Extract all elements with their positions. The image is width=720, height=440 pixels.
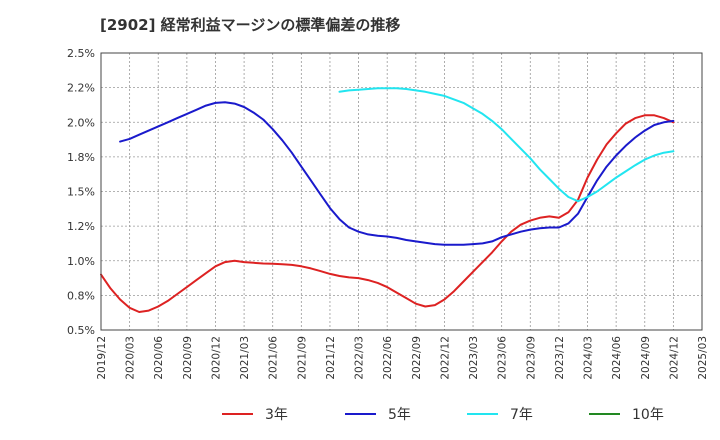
x-tick-label: 2024/03 xyxy=(583,336,595,380)
x-tick-label: 2025/03 xyxy=(697,336,709,380)
y-tick-label: 1.2% xyxy=(67,220,95,233)
y-tick-label: 1.8% xyxy=(67,151,95,164)
y-tick-label: 2.5% xyxy=(67,47,95,60)
x-tick-label: 2023/09 xyxy=(525,336,537,380)
chart-title: [2902] 経常利益マージンの標準偏差の推移 xyxy=(100,16,401,34)
x-tick-label: 2020/03 xyxy=(125,336,137,380)
x-tick-label: 2020/12 xyxy=(210,336,222,380)
x-tick-label: 2019/12 xyxy=(96,336,108,380)
legend-label-3年: 3年 xyxy=(265,407,288,423)
x-axis-ticks: 2019/12 2020/03 2020/06 2020/09 2020/12 2021/… xyxy=(96,336,709,380)
x-tick-label: 2022/12 xyxy=(439,336,451,380)
y-tick-label: 2.0% xyxy=(67,116,95,129)
x-tick-label: 2021/06 xyxy=(268,336,280,380)
y-tick-label: 0.8% xyxy=(67,289,95,302)
x-tick-label: 2021/09 xyxy=(296,336,308,380)
series-lines xyxy=(100,87,675,313)
x-tick-label: 2022/06 xyxy=(382,336,394,380)
grid-lines xyxy=(100,52,703,331)
y-tick-label: 1.5% xyxy=(67,186,95,199)
series-line-5年 xyxy=(119,101,675,246)
legend-label-5年: 5年 xyxy=(388,407,411,423)
y-tick-label: 0.5% xyxy=(67,324,95,337)
x-tick-label: 2024/09 xyxy=(640,336,652,380)
x-tick-label: 2024/12 xyxy=(668,336,680,380)
x-tick-label: 2023/03 xyxy=(468,336,480,380)
x-tick-label: 2022/03 xyxy=(354,336,366,380)
x-tick-label: 2020/06 xyxy=(153,336,165,380)
series-line-3年 xyxy=(100,114,675,313)
x-tick-label: 2024/06 xyxy=(611,336,623,380)
y-tick-label: 1.0% xyxy=(67,255,95,268)
x-tick-label: 2023/06 xyxy=(497,336,509,380)
legend-label-7年: 7年 xyxy=(510,407,533,423)
legend-label-10年: 10年 xyxy=(632,407,664,423)
x-tick-label: 2021/03 xyxy=(239,336,251,380)
x-tick-label: 2022/09 xyxy=(411,336,423,380)
x-tick-label: 2021/12 xyxy=(325,336,337,380)
series-line-7年 xyxy=(338,87,675,203)
y-axis-ticks: 2.5% 2.2% 2.0% 1.8% 1.5% 1.2% 1.0% 0.8% 0.5% xyxy=(67,47,95,337)
plot-area-border xyxy=(100,52,703,331)
x-tick-label: 2020/09 xyxy=(182,336,194,380)
legend: 3年 5年 7年 10年 xyxy=(222,407,664,423)
x-tick-label: 2023/12 xyxy=(554,336,566,380)
y-tick-label: 2.2% xyxy=(67,82,95,95)
